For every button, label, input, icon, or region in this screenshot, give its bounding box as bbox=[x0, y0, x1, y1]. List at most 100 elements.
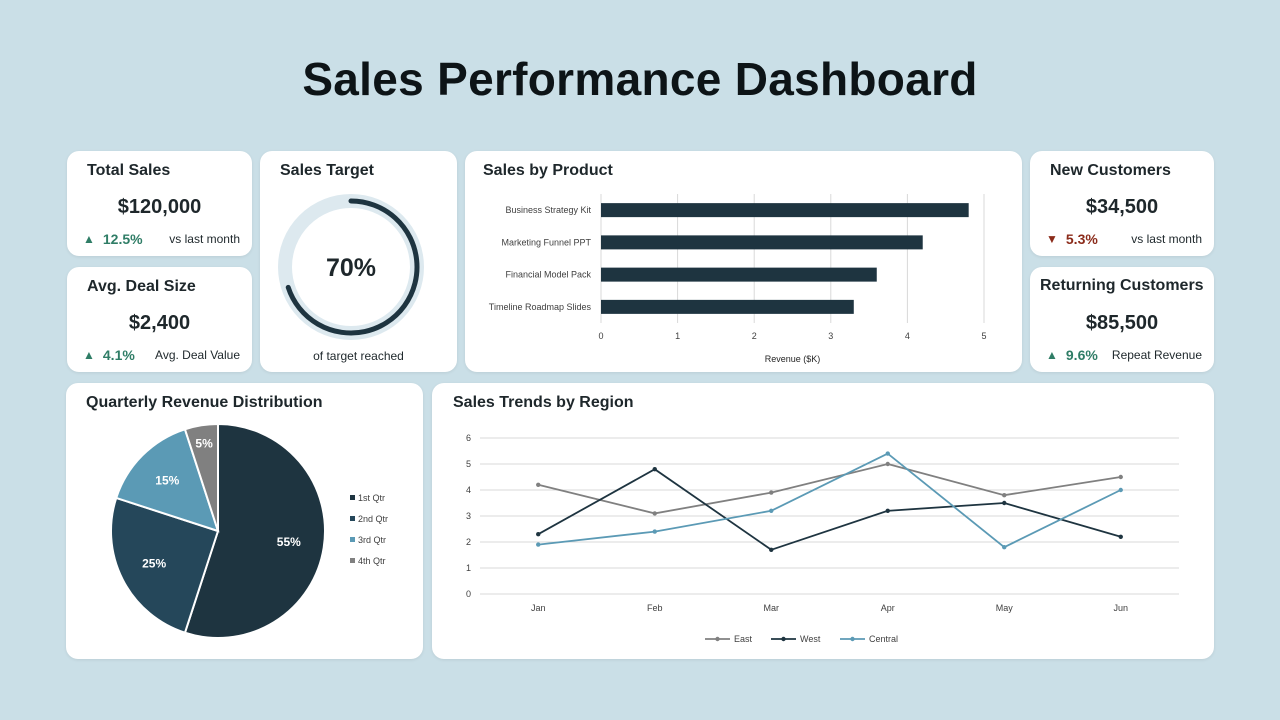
legend-swatch bbox=[350, 495, 355, 500]
data-point bbox=[1002, 545, 1007, 550]
data-point bbox=[536, 532, 541, 537]
data-point bbox=[769, 490, 774, 495]
trend-value: 4.1% bbox=[102, 347, 135, 363]
trend-value: 9.6% bbox=[1065, 347, 1098, 363]
card-title: Sales Target bbox=[280, 162, 374, 179]
card-title: New Customers bbox=[1050, 162, 1171, 179]
card-title: Sales by Product bbox=[483, 162, 613, 179]
y-tick-label: 2 bbox=[466, 537, 471, 547]
progress-value: 70% bbox=[326, 254, 376, 282]
legend-label: 1st Qtr bbox=[358, 493, 385, 503]
trend-value: 12.5% bbox=[102, 231, 143, 247]
y-tick-label: 1 bbox=[466, 563, 471, 573]
data-point bbox=[1118, 487, 1123, 493]
x-tick-label: 5 bbox=[981, 331, 986, 341]
legend-swatch bbox=[350, 537, 355, 542]
y-tick-label: 6 bbox=[466, 433, 471, 443]
progress-ring: 70% bbox=[278, 194, 424, 340]
card-title: Avg. Deal Size bbox=[87, 278, 196, 295]
y-tick-label: Timeline Roadmap Slides bbox=[489, 302, 592, 312]
pie-data-label: 55% bbox=[277, 535, 301, 549]
quarterly-revenue-card: Quarterly Revenue Distribution 55% 25% 15%… bbox=[66, 383, 423, 659]
data-point bbox=[652, 467, 657, 472]
series-line bbox=[537, 468, 1122, 551]
x-tick-label: 1 bbox=[675, 331, 680, 341]
line-chart: 0 1 2 3 4 5 6 Jan Feb Mar Apr May Jun East West Central bbox=[466, 433, 1179, 644]
series-line bbox=[538, 463, 1121, 515]
kpi-note: Avg. Deal Value bbox=[155, 348, 240, 362]
data-point bbox=[536, 542, 541, 547]
data-point bbox=[885, 461, 890, 467]
legend-swatch bbox=[350, 516, 355, 521]
x-tick-label: Feb bbox=[647, 603, 663, 613]
y-tick-label: Business Strategy Kit bbox=[505, 205, 591, 215]
pie-data-label: 25% bbox=[142, 557, 166, 571]
kpi-value: $120,000 bbox=[117, 196, 202, 218]
card-title: Returning Customers bbox=[1040, 277, 1204, 294]
bar bbox=[601, 235, 923, 250]
up-triangle-icon: ▲ bbox=[83, 348, 95, 362]
bar bbox=[601, 299, 854, 314]
sales-target-card: Sales Target 70% of target reached bbox=[260, 151, 457, 372]
trend-value: 5.3% bbox=[1065, 231, 1098, 247]
y-tick-label: 4 bbox=[466, 485, 471, 495]
up-triangle-icon: ▲ bbox=[1046, 348, 1058, 362]
pie-data-label: 15% bbox=[155, 473, 179, 487]
data-point bbox=[1002, 493, 1007, 498]
page-title: Sales Performance Dashboard bbox=[302, 53, 978, 105]
bar-chart: 0 1 2 3 4 5 Timeline Roadmap Slides Financial M… bbox=[489, 194, 987, 364]
x-tick-label: 2 bbox=[752, 331, 757, 341]
x-tick-label: 3 bbox=[828, 331, 833, 341]
bar bbox=[601, 203, 969, 218]
kpi-note: vs last month bbox=[169, 232, 240, 246]
card-title: Total Sales bbox=[87, 162, 171, 179]
x-tick-label: Jun bbox=[1113, 603, 1128, 613]
pie-chart: 55% 25% 15% 5% 1st Qtr 2nd Qtr 3rd Qtr 4th Qtr bbox=[110, 422, 388, 639]
kpi-value: $34,500 bbox=[1085, 196, 1159, 218]
y-tick-label: 5 bbox=[466, 459, 471, 469]
data-point bbox=[652, 529, 657, 534]
pie-slice bbox=[110, 496, 220, 635]
data-point bbox=[1002, 500, 1007, 506]
legend-label: Central bbox=[869, 634, 898, 644]
y-tick-label: 0 bbox=[466, 589, 471, 599]
data-point bbox=[885, 508, 890, 513]
x-tick-label: Apr bbox=[881, 603, 895, 613]
pie-slice bbox=[183, 422, 219, 532]
kpi-note: Repeat Revenue bbox=[1111, 348, 1202, 362]
bar bbox=[601, 267, 877, 282]
data-point bbox=[536, 482, 541, 487]
x-axis-title: Revenue ($K) bbox=[765, 354, 821, 364]
series-line bbox=[538, 452, 1122, 549]
x-tick-label: Jan bbox=[531, 603, 546, 613]
target-note: of target reached bbox=[313, 349, 404, 363]
legend-label: West bbox=[800, 634, 821, 644]
kpi-value: $85,500 bbox=[1085, 312, 1159, 334]
legend-label: 3rd Qtr bbox=[358, 535, 386, 545]
legend-swatch bbox=[350, 558, 355, 563]
legend-marker bbox=[850, 636, 855, 642]
sales-trends-card: Sales Trends by Region 0 1 2 3 4 5 6 Jan Feb Mar A… bbox=[432, 383, 1214, 659]
down-triangle-icon: ▼ bbox=[1046, 232, 1058, 246]
pie-slice bbox=[183, 422, 326, 639]
y-tick-label: Financial Model Pack bbox=[505, 270, 591, 280]
kpi-note: vs last month bbox=[1131, 232, 1202, 246]
avg-deal-size-card: Avg. Deal Size $2,400 ▲ 4.1% Avg. Deal Va… bbox=[67, 267, 252, 372]
y-tick-label: Marketing Funnel PPT bbox=[501, 237, 591, 247]
x-tick-label: 0 bbox=[598, 331, 603, 341]
total-sales-card: Total Sales $120,000 ▲ 12.5% vs last mont… bbox=[67, 151, 252, 256]
progress-ring-fill bbox=[285, 198, 420, 336]
x-tick-label: 4 bbox=[905, 331, 910, 341]
up-triangle-icon: ▲ bbox=[83, 232, 95, 246]
legend-label: East bbox=[734, 634, 753, 644]
data-point bbox=[769, 508, 774, 513]
legend-label: 2nd Qtr bbox=[358, 514, 388, 524]
data-point bbox=[1118, 534, 1123, 539]
returning-customers-card: Returning Customers $85,500 ▲ 9.6% Repeat… bbox=[1030, 267, 1214, 372]
data-point bbox=[652, 511, 657, 516]
y-tick-label: 3 bbox=[466, 511, 471, 521]
pie-data-label: 5% bbox=[195, 436, 213, 450]
new-customers-card: New Customers $34,500 ▼ 5.3% vs last mont… bbox=[1030, 151, 1214, 256]
legend-marker bbox=[781, 636, 786, 642]
legend-marker bbox=[715, 636, 720, 642]
